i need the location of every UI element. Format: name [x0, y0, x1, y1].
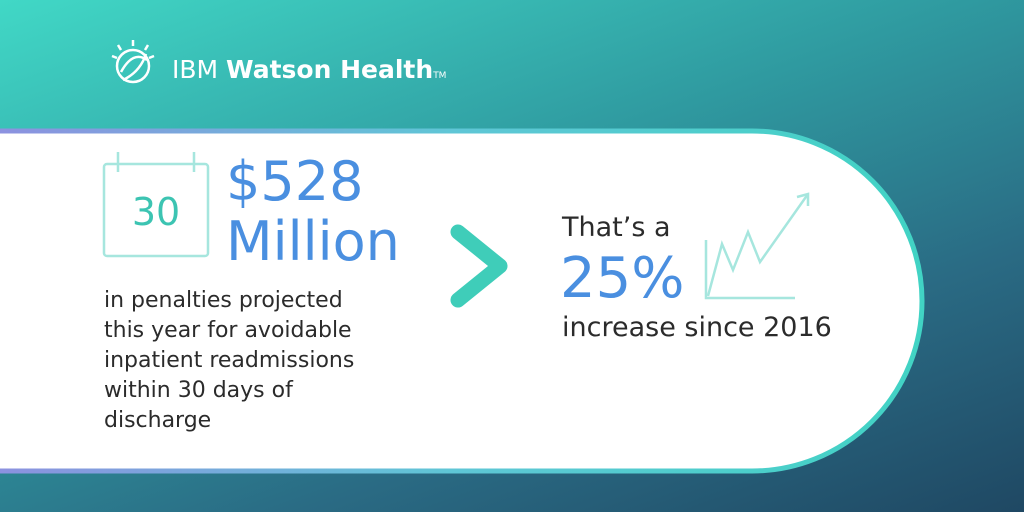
- description: in penalties projected this year for avo…: [104, 286, 354, 436]
- lead-text: That’s a: [562, 212, 671, 243]
- caption: increase since 2016: [562, 312, 832, 343]
- description-line: within 30 days of: [104, 378, 293, 403]
- logo-brand: IBM: [172, 55, 219, 84]
- description-line: discharge: [104, 408, 212, 433]
- description-line: inpatient readmissions: [104, 348, 355, 373]
- amount-unit: Million: [226, 210, 400, 273]
- description-line: this year for avoidable: [104, 318, 352, 343]
- logo-product: Watson Health: [226, 55, 434, 84]
- percent: 25%: [560, 246, 685, 311]
- chevron-arrow: [450, 224, 508, 308]
- logo-trademark: TM: [433, 71, 447, 81]
- amount: $528: [226, 150, 364, 213]
- description-line: in penalties projected: [104, 288, 343, 313]
- logo: IBM Watson HealthTM: [172, 55, 446, 84]
- growth-icon: [704, 192, 810, 300]
- calendar-day: 30: [131, 190, 181, 234]
- calendar-icon: [102, 152, 210, 258]
- logo-icon: [111, 40, 155, 84]
